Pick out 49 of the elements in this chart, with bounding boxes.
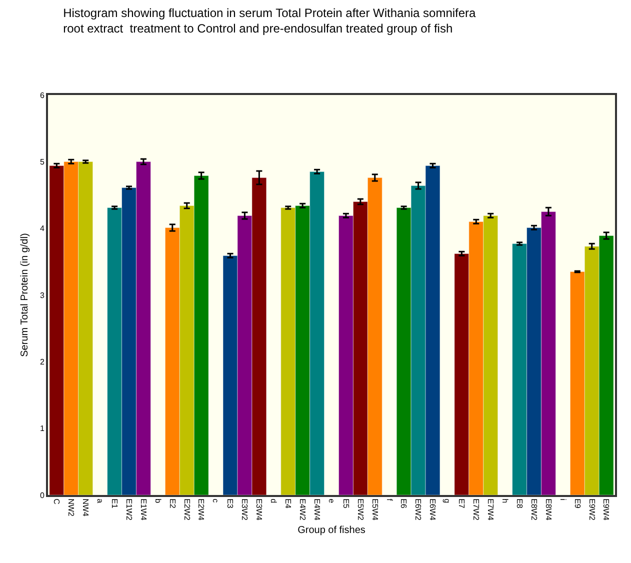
x-tick-label: E9 [572, 498, 582, 509]
x-tick-label: E6 [399, 498, 408, 509]
x-tick-label: E5W4 [370, 498, 380, 521]
y-tick-label: 5 [40, 157, 45, 166]
x-tick-label: C [52, 498, 62, 505]
x-tick-label: i [558, 498, 568, 501]
y-tick-label: 1 [40, 424, 45, 434]
y-tick-label: 2 [40, 357, 45, 366]
x-tick-label: E4W4 [312, 498, 322, 521]
x-tick-label: E7 [457, 498, 466, 509]
y-tick-label: 4 [40, 224, 45, 234]
x-tick-label: E8W2 [529, 498, 538, 521]
y-axis-title: Serum Total Protein (in g/dl) [19, 233, 30, 357]
x-axis-title: Group of fishes [298, 524, 366, 536]
x-tick-label: E5 [341, 498, 350, 509]
x-tick-label: E4W2 [298, 498, 307, 521]
x-tick-label: g [442, 498, 452, 504]
x-tick-label: E3 [226, 498, 235, 509]
x-tick-label: E7W4 [486, 498, 496, 521]
x-tick-label: E2W2 [182, 498, 192, 521]
x-tick-label: h [500, 498, 510, 504]
x-tick-label: e [326, 498, 336, 504]
x-tick-label: E7W2 [472, 498, 481, 521]
y-tick-label: 3 [40, 290, 45, 300]
x-tick-label: E3W4 [254, 498, 264, 521]
x-tick-label: NW4 [81, 498, 90, 517]
y-tick-label: 6 [40, 90, 45, 100]
x-tick-label: c [211, 498, 220, 503]
x-tick-label: E2W4 [196, 498, 206, 521]
x-tick-label: d [269, 498, 278, 504]
x-tick-label: NW2 [66, 498, 76, 517]
x-tick-label: f [384, 498, 394, 502]
x-tick-label: E4 [284, 498, 293, 509]
x-tick-label: E5W2 [356, 498, 365, 521]
x-tick-label: a [95, 498, 104, 504]
x-tick-label: E1W4 [138, 498, 148, 521]
x-tick-label: E1W2 [124, 498, 134, 521]
x-tick-label: E6W4 [428, 498, 438, 521]
chart-title: Histogram showing fluctuation in serum Total Protein after Withania somnifera root extract treatment to Control and pre-endosulfan treated group of fish [63, 6, 476, 36]
x-tick-label: E2 [168, 498, 177, 509]
x-tick-label: E8 [514, 498, 524, 509]
x-tick-label: E9W4 [602, 498, 611, 521]
x-tick-label: E9W2 [587, 498, 596, 521]
y-tick-label: 0 [40, 490, 45, 500]
x-tick-label: E1 [110, 498, 119, 509]
x-tick-label: E8W4 [544, 498, 553, 521]
x-tick-label: b [153, 498, 162, 504]
x-tick-label: E3W2 [240, 498, 250, 521]
x-tick-label: E6W2 [414, 498, 423, 521]
